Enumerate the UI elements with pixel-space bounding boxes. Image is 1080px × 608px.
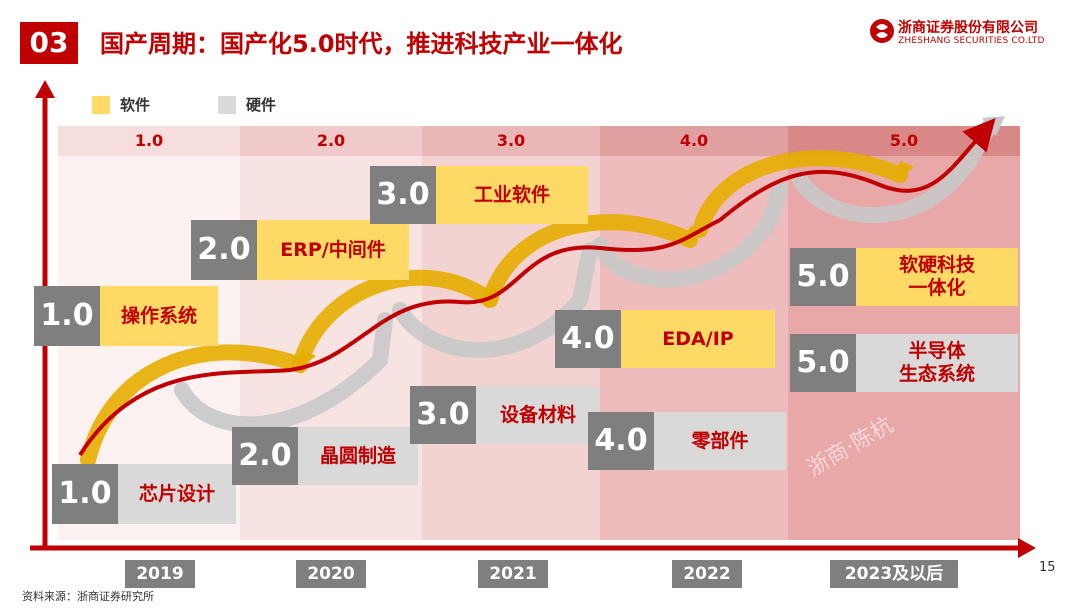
- hardware-4-number: 4.0: [588, 412, 654, 470]
- company-logo-icon: [870, 19, 894, 43]
- x-axis-arrow-icon: [1018, 538, 1036, 558]
- software-4-label: EDA/IP: [621, 310, 775, 368]
- y-axis-arrow-icon: [35, 80, 55, 98]
- year-label-2022: 2022: [672, 560, 742, 588]
- hardware-3-label: 设备材料: [476, 386, 600, 444]
- phase-label-2: 2.0: [240, 126, 422, 156]
- page-number: 15: [1039, 560, 1056, 575]
- page-title: 国产周期：国产化5.0时代，推进科技产业一体化: [100, 30, 623, 58]
- software-2-label: ERP/中间件: [257, 220, 409, 280]
- legend-software-swatch: [92, 96, 110, 114]
- hardware-transition-arrow: [592, 182, 788, 288]
- hardware-2-number: 2.0: [232, 427, 298, 485]
- phase-label-4: 4.0: [600, 126, 788, 156]
- company-name-cn: 浙商证券股份有限公司: [898, 20, 1038, 36]
- software-5-label: 软硬科技 一体化: [856, 248, 1018, 306]
- arrowhead-icon: [894, 161, 914, 181]
- hardware-1-number: 1.0: [52, 464, 118, 524]
- hardware-transition-arrow: [174, 312, 393, 433]
- legend-software-label: 软件: [120, 96, 151, 114]
- phase-label-3: 3.0: [422, 126, 600, 156]
- software-1-label: 操作系统: [100, 286, 218, 346]
- software-3-number: 3.0: [370, 166, 436, 224]
- hardware-3-number: 3.0: [410, 386, 476, 444]
- software-2-number: 2.0: [191, 220, 257, 280]
- software-transition-arrow: [692, 150, 908, 238]
- source-note: 资料来源：浙商证券研究所: [22, 590, 154, 603]
- hardware-1-label: 芯片设计: [118, 464, 236, 524]
- company-name-en: ZHESHANG SECURITIES CO.LTD: [898, 36, 1045, 46]
- hardware-2-label: 晶圆制造: [298, 427, 418, 485]
- hardware-4-label: 零部件: [654, 412, 786, 470]
- phase-label-1: 1.0: [58, 126, 240, 156]
- legend-hardware-swatch: [218, 96, 236, 114]
- main-trend-curve: [78, 117, 996, 457]
- software-5-number: 5.0: [790, 248, 856, 306]
- legend-hardware-label: 硬件: [246, 96, 277, 114]
- hardware-5-number: 5.0: [790, 334, 856, 392]
- software-1-number: 1.0: [34, 286, 100, 346]
- section-number-badge: 03: [20, 22, 78, 64]
- software-transition-arrow: [482, 214, 698, 308]
- software-transition-arrow: [292, 269, 498, 373]
- year-label-2019: 2019: [125, 560, 195, 588]
- software-4-number: 4.0: [555, 310, 621, 368]
- year-label-2023: 2023及以后: [830, 560, 958, 588]
- year-label-2021: 2021: [478, 560, 548, 588]
- year-label-2020: 2020: [296, 560, 366, 588]
- software-3-label: 工业软件: [436, 166, 588, 224]
- hardware-5-label: 半导体 生态系统: [856, 334, 1018, 392]
- hardware-transition-arrow: [792, 117, 998, 223]
